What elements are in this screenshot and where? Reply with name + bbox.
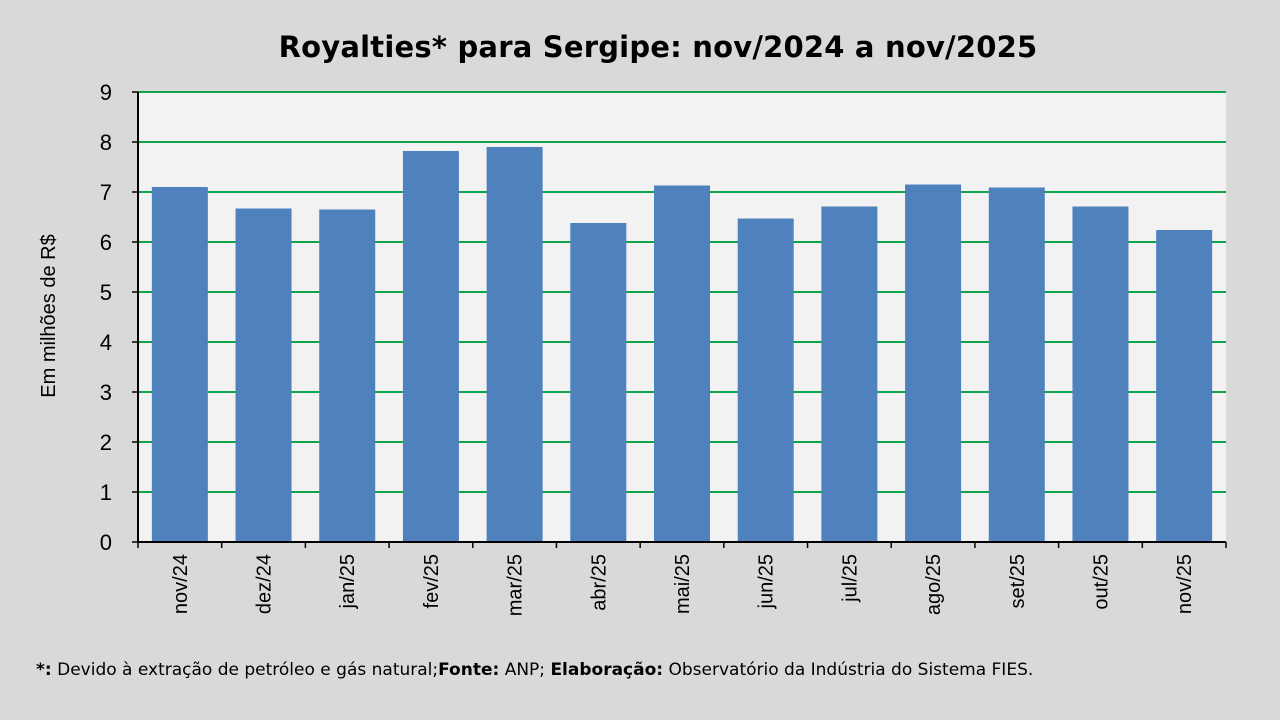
x-tick-label: fev/25 <box>421 554 443 608</box>
y-tick-label: 2 <box>100 430 112 455</box>
x-tick-label: nov/24 <box>170 554 192 614</box>
bar-mar-25 <box>486 147 543 542</box>
y-tick-labels: 0 1 2 3 4 5 6 7 8 9 <box>100 80 112 555</box>
y-tick-label: 8 <box>100 130 112 155</box>
y-tick-label: 0 <box>100 530 112 555</box>
x-tick-label: abr/25 <box>588 554 610 611</box>
axes <box>132 91 1227 548</box>
bar-nov-24 <box>151 187 208 542</box>
y-tick-label: 9 <box>100 80 112 105</box>
footnote-elaboration-text: Observatório da Indústria do Sistema FIE… <box>663 660 1034 680</box>
x-tick-labels: nov/24 dez/24 jan/25 fev/25 mar/25 abr/25 mai/… <box>170 554 1196 616</box>
x-tick-label: dez/24 <box>254 554 276 614</box>
footnote-source-label: Fonte: <box>438 660 500 680</box>
x-tick-label: jan/25 <box>337 554 359 610</box>
x-tick-label: out/25 <box>1090 554 1112 610</box>
bar-set-25 <box>988 187 1045 542</box>
footnote-note-text: Devido à extração de petróleo e gás natu… <box>51 660 439 680</box>
bar-out-25 <box>1072 206 1129 542</box>
y-tick-label: 5 <box>100 280 112 305</box>
bar-nov-25 <box>1156 230 1213 542</box>
footnote: *: Devido à extração de petróleo e gás n… <box>36 660 1033 680</box>
y-tick-label: 4 <box>100 330 112 355</box>
x-tick-label: nov/25 <box>1174 554 1196 614</box>
bars <box>151 147 1213 542</box>
x-tick-label: set/25 <box>1007 554 1029 608</box>
x-tick-label: mai/25 <box>672 554 694 614</box>
y-tick-label: 1 <box>100 480 112 505</box>
y-tick-label: 3 <box>100 380 112 405</box>
chart-title: Royalties* para Sergipe: nov/2024 a nov/… <box>278 30 1038 64</box>
y-axis-label: Em milhões de R$ <box>38 234 60 397</box>
footnote-note-label: *: <box>36 660 52 680</box>
x-tick-label: jun/25 <box>756 554 778 610</box>
bar-ago-25 <box>905 184 962 542</box>
y-tick-label: 6 <box>100 230 112 255</box>
bar-jun-25 <box>737 218 794 542</box>
bar-jul-25 <box>821 206 878 542</box>
bar-dez-24 <box>235 208 292 542</box>
y-tick-label: 7 <box>100 180 112 205</box>
x-tick-label: jul/25 <box>839 554 861 603</box>
bar-fev-25 <box>402 151 459 542</box>
x-tick-label: ago/25 <box>923 554 945 615</box>
footnote-elaboration-label: Elaboração: <box>550 660 664 680</box>
bar-abr-25 <box>570 223 627 542</box>
footnote-source-text: ANP; <box>499 660 551 680</box>
x-tick-label: mar/25 <box>505 554 527 616</box>
bar-mai-25 <box>654 185 710 542</box>
bar-jan-25 <box>319 209 376 542</box>
